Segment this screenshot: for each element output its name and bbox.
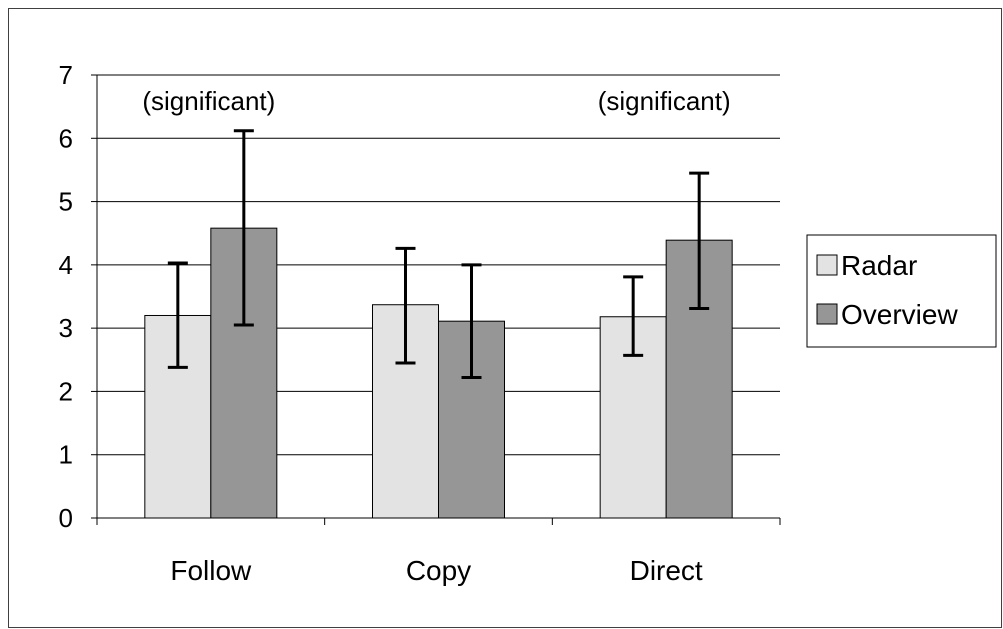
category-label: Direct <box>630 555 703 586</box>
significance-annotation: (significant) <box>142 86 275 116</box>
y-tick-label: 6 <box>59 123 73 153</box>
significance-annotation: (significant) <box>598 86 731 116</box>
y-tick-label: 3 <box>59 313 73 343</box>
y-tick-label: 4 <box>59 250 73 280</box>
bars <box>144 227 733 519</box>
y-tick-label: 2 <box>59 376 73 406</box>
annotations: (significant) (significant) <box>142 86 730 116</box>
axis-labels: 0 1 2 3 4 5 6 7 Follow Copy Direct <box>59 60 703 586</box>
category-label: Follow <box>170 555 252 586</box>
legend-label-radar: Radar <box>841 250 917 281</box>
error-bars <box>167 129 710 380</box>
y-tick-label: 0 <box>59 503 73 533</box>
y-tick-label: 5 <box>59 187 73 217</box>
axes <box>91 74 781 525</box>
legend-swatch-radar <box>816 254 838 276</box>
legend-box <box>806 234 997 348</box>
bar-overview-direct <box>665 239 733 519</box>
category-label: Copy <box>406 555 471 586</box>
y-tick-label: 1 <box>59 440 73 470</box>
legend-swatch-overview <box>816 303 838 325</box>
y-tick-label: 7 <box>59 60 73 90</box>
legend: Radar Overview <box>806 234 997 348</box>
legend-label-overview: Overview <box>841 299 958 330</box>
